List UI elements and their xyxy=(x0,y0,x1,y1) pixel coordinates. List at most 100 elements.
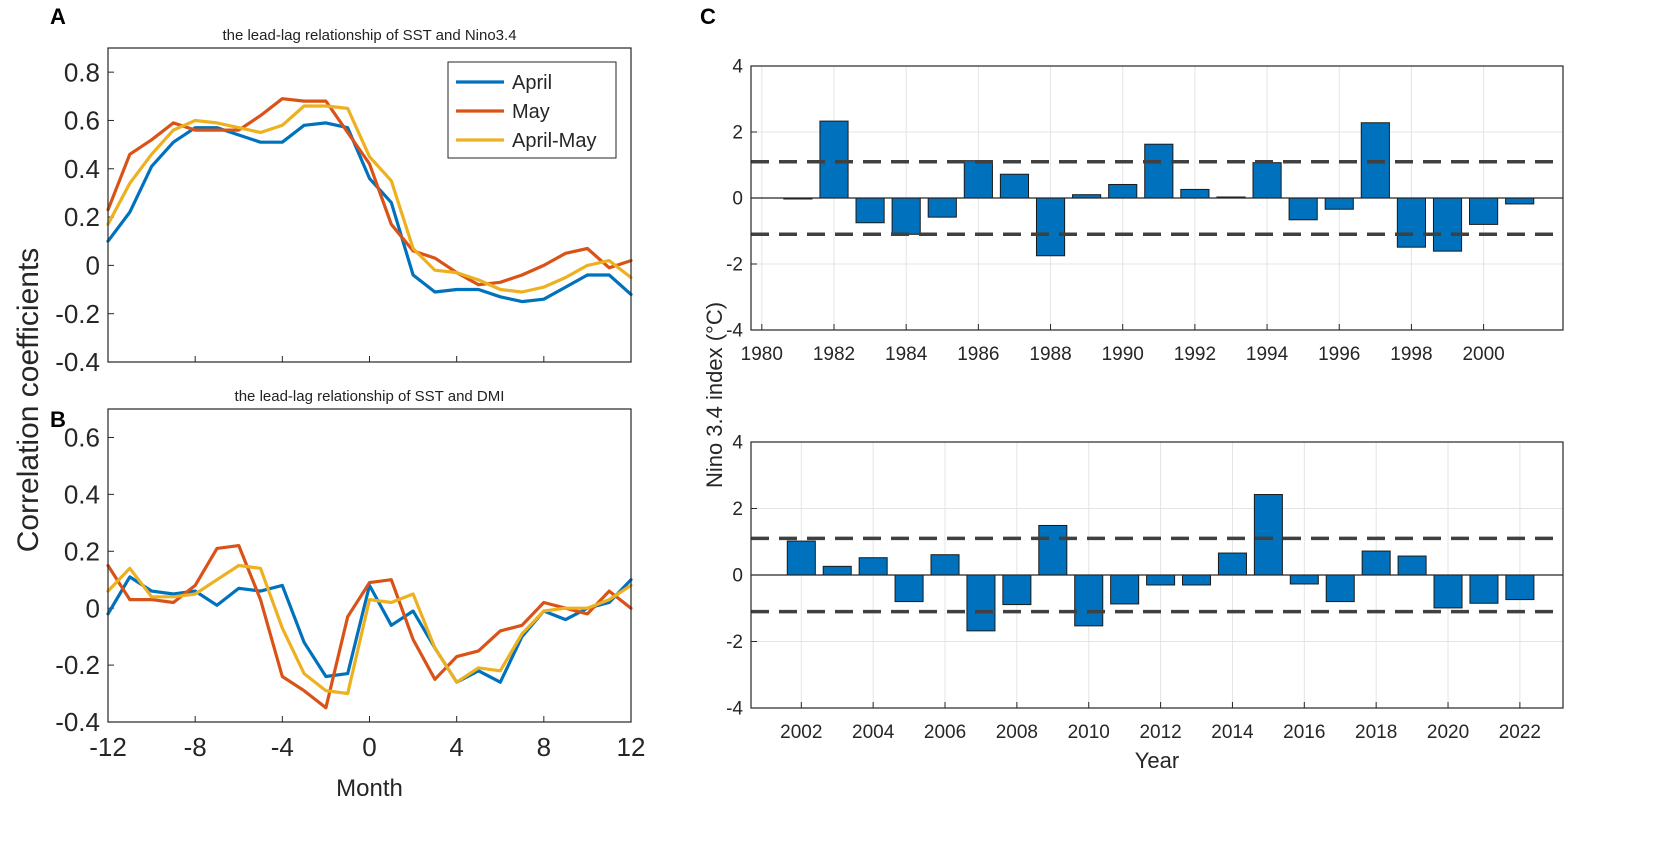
panel-b-line-chart: -0.4 -0.2 0 0.2 0.4 0.6 -12 -8 -4 0 4 8 12 the lead-l… xyxy=(55,388,645,802)
y-tick-label: -0.2 xyxy=(55,299,100,329)
x-tick-label: 1998 xyxy=(1390,344,1432,365)
y-tick-label: -0.2 xyxy=(55,650,100,680)
legend-label-may: May xyxy=(512,101,550,123)
bar-2018 xyxy=(1361,550,1391,576)
x-tick-label: 1980 xyxy=(741,344,783,365)
x-tick-label: 4 xyxy=(449,732,463,762)
bar-1991 xyxy=(1144,143,1174,199)
x-tick-label: 2018 xyxy=(1355,722,1397,743)
bar-2016 xyxy=(1289,574,1319,585)
y-tick-label: 4 xyxy=(732,433,743,454)
bar-2022 xyxy=(1505,574,1535,601)
x-tick-label: 1984 xyxy=(885,344,928,365)
bar-2009 xyxy=(1038,524,1068,576)
series-line-may xyxy=(106,97,633,287)
bar-1992 xyxy=(1180,188,1210,199)
y-tick-label: 0 xyxy=(732,189,743,210)
bar-1988 xyxy=(1035,197,1066,257)
y-tick-label: 0 xyxy=(86,593,100,623)
y-tick-label: 2 xyxy=(732,123,743,144)
correlation-y-axis-label: Correlation coefficients xyxy=(12,248,45,553)
bar-2020 xyxy=(1433,574,1463,609)
bar-1996 xyxy=(1324,197,1354,210)
bar-2015 xyxy=(1253,494,1283,576)
bar-1990 xyxy=(1108,183,1138,199)
x-tick-label: 2020 xyxy=(1427,722,1469,743)
x-tick-label: 2006 xyxy=(924,722,966,743)
chart-title: the lead-lag relationship of SST and Nin… xyxy=(222,27,516,44)
bar-1984 xyxy=(891,197,921,235)
bar-2000 xyxy=(1469,197,1499,225)
x-tick-label: 1988 xyxy=(1029,344,1071,365)
bar-1983 xyxy=(855,197,885,224)
x-axis-label: Month xyxy=(336,775,403,802)
bar-1987 xyxy=(999,173,1030,199)
series-line-april-may xyxy=(106,563,633,696)
bar-2002 xyxy=(786,540,816,576)
panel-letter-b: B xyxy=(50,407,66,432)
bar-2017 xyxy=(1325,574,1355,603)
bar-2008 xyxy=(1002,574,1032,606)
series-line-april-may xyxy=(106,104,633,294)
bar-1986 xyxy=(963,160,993,199)
y-tick-label: -4 xyxy=(726,321,743,342)
x-tick-label: 2012 xyxy=(1139,722,1181,743)
y-tick-label: 0.2 xyxy=(64,202,100,232)
axes-frame xyxy=(750,441,1564,709)
legend-label-april: April xyxy=(512,72,552,94)
series-line-may xyxy=(106,543,633,710)
y-tick-label: 0.2 xyxy=(64,536,100,566)
axes-frame xyxy=(750,65,1564,331)
panel-letter-c: C xyxy=(700,4,716,29)
bar-1994 xyxy=(1252,162,1282,199)
nino-y-axis-label: Nino 3.4 index (°C) xyxy=(702,302,727,488)
x-tick-label: 2008 xyxy=(996,722,1038,743)
x-axis-label: Year xyxy=(1135,748,1179,773)
x-tick-label: 1994 xyxy=(1246,344,1289,365)
bar-2005 xyxy=(894,574,924,603)
bar-2003 xyxy=(822,565,852,576)
x-tick-label: 1990 xyxy=(1102,344,1144,365)
plot-area xyxy=(108,409,631,722)
x-tick-label: 2004 xyxy=(852,722,895,743)
bar-2021 xyxy=(1469,574,1499,604)
bar-2014 xyxy=(1217,552,1247,576)
x-tick-label: 1986 xyxy=(957,344,999,365)
x-tick-label: 8 xyxy=(537,732,551,762)
x-tick-label: 2014 xyxy=(1211,722,1254,743)
bar-1982 xyxy=(819,120,849,199)
x-tick-label: 2016 xyxy=(1283,722,1325,743)
bar-2019 xyxy=(1397,555,1427,576)
bar-1999 xyxy=(1432,197,1463,252)
bar-1985 xyxy=(927,197,957,218)
y-tick-label: -0.4 xyxy=(55,707,100,737)
y-tick-label: 0.4 xyxy=(64,154,100,184)
panel-c-bar-chart-1981-2001: -4 -2 0 2 4 1980 1982 1984 1986 1988 1990 1992 1994 1… xyxy=(726,57,1564,365)
y-tick-label: 0.4 xyxy=(64,479,100,509)
axes-frame xyxy=(107,47,632,363)
bar-2004 xyxy=(858,557,888,576)
panel-c-bar-chart-2002-2022: -4 -2 0 2 4 2002 2004 2006 2008 2010 2012 2014 2016 2… xyxy=(726,433,1564,773)
series-line-april xyxy=(106,121,633,304)
bar-1998 xyxy=(1396,197,1427,248)
bar-2012 xyxy=(1146,574,1176,586)
y-tick-label: -0.4 xyxy=(55,347,100,377)
x-tick-label: 2022 xyxy=(1499,722,1541,743)
y-tick-label: 4 xyxy=(732,57,743,78)
legend: April May April-May xyxy=(447,61,617,159)
panel-a-line-chart: -0.4 -0.2 0 0.2 0.4 0.6 0.8 the lead-lag relati… xyxy=(55,27,633,377)
x-tick-label: 0 xyxy=(362,732,376,762)
x-tick-label: 2010 xyxy=(1068,722,1110,743)
y-tick-label: 0.6 xyxy=(64,423,100,453)
panel-letter-a: A xyxy=(50,4,66,29)
y-tick-label: 0 xyxy=(732,566,743,587)
x-tick-label: -12 xyxy=(89,732,127,762)
bar-2011 xyxy=(1110,574,1140,605)
x-tick-label: 12 xyxy=(617,732,646,762)
y-tick-label: 2 xyxy=(732,499,743,520)
bar-2006 xyxy=(930,554,960,576)
bar-1995 xyxy=(1288,197,1318,221)
x-tick-label: 1982 xyxy=(813,344,855,365)
x-tick-label: -8 xyxy=(184,732,207,762)
